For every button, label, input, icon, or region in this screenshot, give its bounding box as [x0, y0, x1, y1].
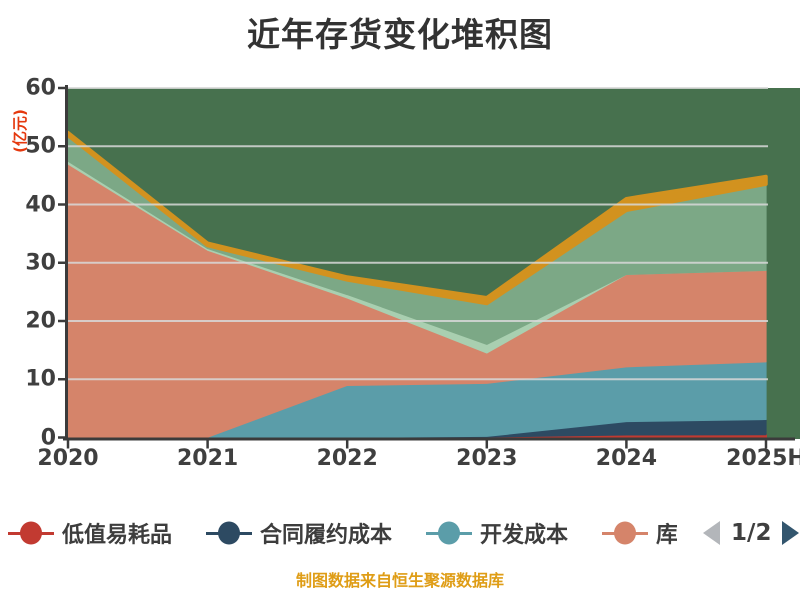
area-series7-orange-line: [66, 130, 768, 306]
legend-pagination: 1/2: [703, 520, 800, 546]
legend-label: 合同履约成本: [260, 523, 393, 548]
legend-next-page-icon[interactable]: [782, 521, 800, 545]
legend-marker-dot: [614, 521, 637, 545]
legend-page-indicator: 1/2: [731, 520, 772, 546]
legend-series-marker-icon: [426, 520, 473, 546]
data-source-note: 制图数据来自恒生聚源数据库: [295, 571, 504, 590]
legend-item-2[interactable]: 开发成本: [426, 517, 568, 549]
legend-marker-dot: [218, 521, 241, 545]
legend-item-0[interactable]: 低值易耗品: [8, 517, 172, 549]
legend-series-marker-icon: [8, 520, 54, 546]
legend-item-1[interactable]: 合同履约成本: [206, 517, 392, 549]
chart-title: 近年存货变化堆积图: [247, 15, 553, 54]
legend-series-marker-icon: [602, 520, 649, 546]
legend-label: 库: [656, 523, 678, 548]
legend: 低值易耗品 合同履约成本 开发成本 库 1/2: [8, 517, 800, 549]
legend-item-3[interactable]: 库: [602, 517, 677, 549]
legend-label: 低值易耗品: [62, 523, 173, 548]
legend-marker-dot: [438, 521, 461, 545]
legend-prev-page-icon[interactable]: [703, 521, 721, 545]
legend-series-marker-icon: [206, 520, 253, 546]
legend-marker-dot: [20, 521, 42, 545]
legend-label: 开发成本: [480, 523, 569, 548]
